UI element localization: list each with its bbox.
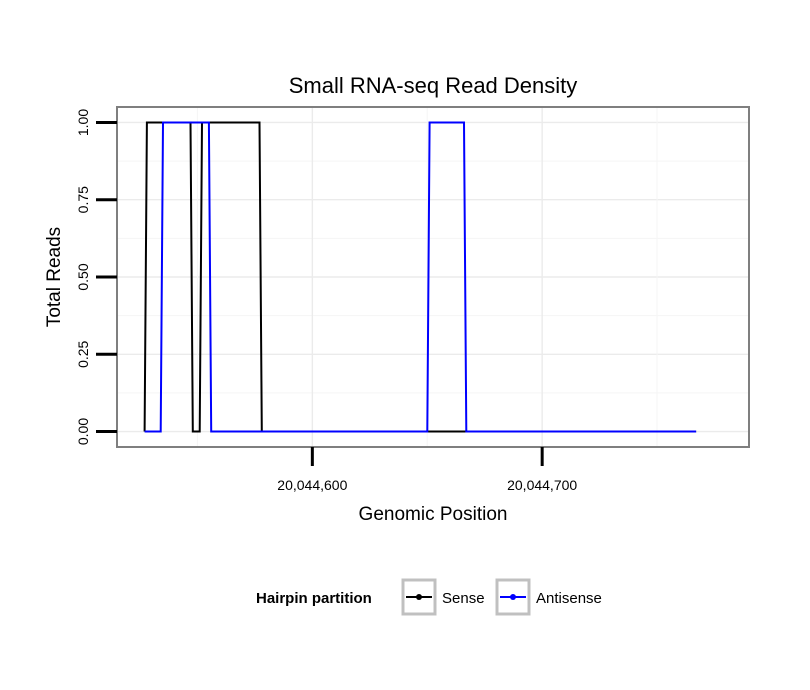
series-line-antisense: [144, 121, 697, 433]
legend-key-dot: [510, 594, 516, 600]
legend-label: Antisense: [536, 590, 602, 607]
legend-title: Hairpin partition: [256, 590, 372, 607]
grid: [117, 107, 749, 447]
chart-title: Small RNA-seq Read Density: [289, 73, 578, 98]
y-tick-label: 1.00: [75, 109, 91, 136]
legend-key-dot: [416, 594, 422, 600]
y-axis: 0.00 0.25 0.50 0.75 1.00: [75, 109, 117, 445]
y-tick-label: 0.75: [75, 186, 91, 213]
legend: Hairpin partition Sense Antisense: [256, 578, 602, 616]
y-tick-label: 0.00: [75, 418, 91, 445]
legend-label: Sense: [442, 590, 485, 607]
x-axis-title: Genomic Position: [359, 504, 508, 525]
y-tick-label: 0.50: [75, 263, 91, 290]
x-axis: 20,044,600 20,044,700: [277, 447, 577, 493]
x-tick-label: 20,044,600: [277, 477, 347, 493]
series-group: [143, 121, 697, 433]
x-tick-label: 20,044,700: [507, 477, 577, 493]
y-tick-label: 0.25: [75, 340, 91, 367]
series-line-sense: [143, 121, 697, 433]
y-axis-title: Total Reads: [44, 227, 65, 327]
